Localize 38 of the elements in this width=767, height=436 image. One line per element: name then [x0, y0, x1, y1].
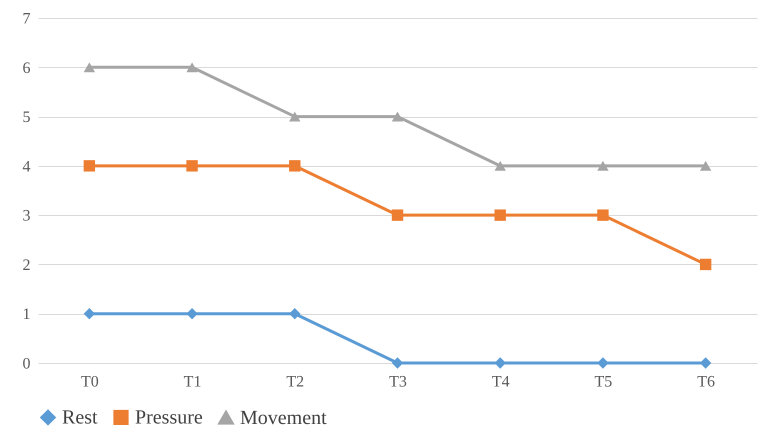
- point: [84, 160, 96, 172]
- point: [597, 357, 609, 369]
- point: [186, 62, 198, 72]
- point: [392, 357, 404, 369]
- point: [392, 112, 404, 122]
- y-tick-label: 6: [22, 60, 30, 77]
- y-tick-label: 3: [22, 208, 30, 225]
- point: [186, 160, 198, 172]
- point: [494, 209, 506, 221]
- point: [84, 308, 96, 320]
- y-tick-label: 1: [22, 306, 30, 324]
- x-tick-label: T0: [80, 374, 99, 390]
- x-tick-label: T3: [389, 374, 407, 390]
- point: [186, 308, 198, 320]
- x-tick-label: T6: [697, 374, 716, 390]
- y-tick-label: 7: [22, 10, 30, 28]
- x-tick-label: T5: [594, 374, 612, 390]
- x-tick-label: T2: [286, 374, 304, 390]
- point: [289, 160, 300, 172]
- legend-label: Rest: [62, 406, 98, 428]
- x-tick-label: T1: [184, 374, 202, 390]
- point: [494, 357, 506, 369]
- y-tick-label: 2: [22, 256, 30, 274]
- point: [289, 112, 300, 122]
- x-tick-label: T4: [492, 374, 510, 390]
- legend-label: Movement: [240, 406, 328, 429]
- point: [289, 308, 300, 320]
- point: [392, 209, 404, 221]
- y-tick-label: 5: [22, 109, 30, 126]
- point: [597, 160, 609, 171]
- point: [700, 160, 712, 171]
- point: [700, 258, 712, 270]
- point: [597, 209, 609, 221]
- y-tick-label: 4: [22, 158, 30, 176]
- point: [494, 160, 506, 171]
- legend-label: Pressure: [135, 406, 203, 428]
- y-tick-label: 0: [22, 356, 30, 372]
- point: [84, 62, 96, 72]
